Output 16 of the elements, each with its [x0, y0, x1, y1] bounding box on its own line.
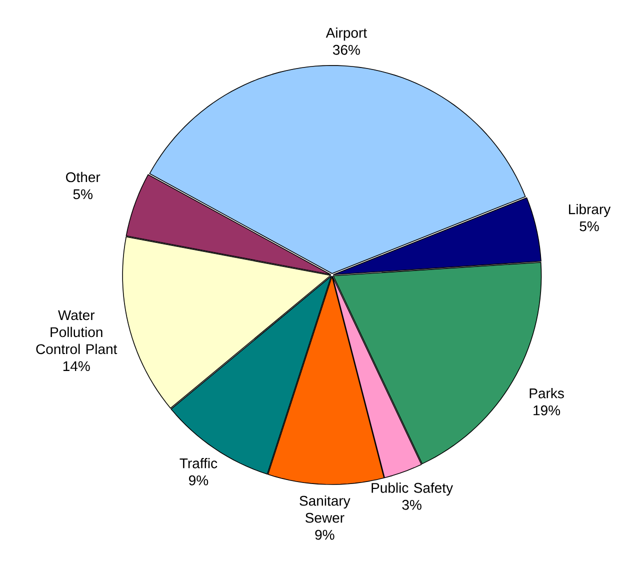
data-label: 5%: [580, 221, 599, 232]
data-label: 19%: [534, 405, 560, 416]
slice-label: Water Pollution Control Plant: [36, 310, 118, 354]
data-label: 36%: [332, 44, 360, 55]
slice-label: Parks: [530, 388, 564, 398]
slice-label: Other: [66, 172, 100, 182]
data-label: 9%: [315, 530, 334, 540]
data-label: 5%: [73, 189, 92, 200]
data-label: 9%: [189, 475, 208, 486]
slice-label: Airport: [326, 28, 367, 41]
slice-label: Library: [569, 204, 611, 217]
data-label: 14%: [63, 361, 90, 372]
data-label: 3%: [402, 500, 422, 510]
slice-label: Public Safety: [372, 482, 453, 496]
slice-label: Traffic: [180, 458, 218, 468]
slice-label: Sanitary Sewer: [300, 495, 350, 523]
